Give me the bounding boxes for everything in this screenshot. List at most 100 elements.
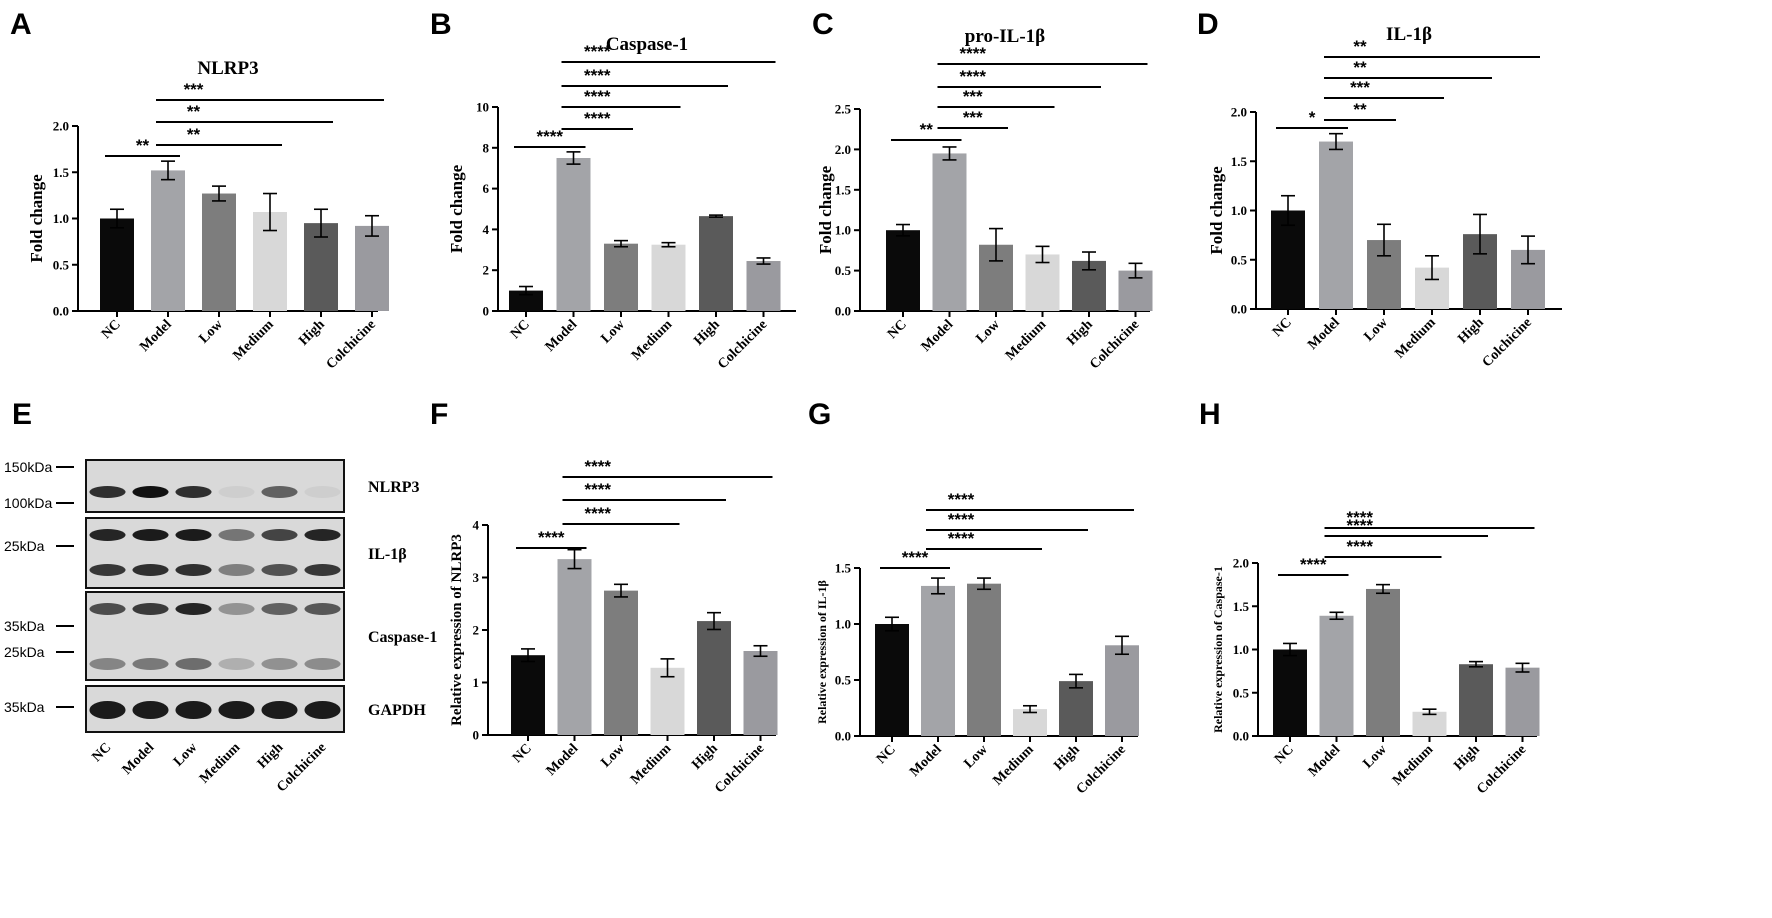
category-label: Model bbox=[1306, 742, 1344, 780]
blot-membrane bbox=[85, 517, 345, 589]
category-label: Medium bbox=[990, 742, 1037, 789]
y-tick-label: 1.0 bbox=[53, 211, 69, 226]
category-label: NC bbox=[874, 742, 899, 767]
y-tick-label: 2.0 bbox=[835, 142, 851, 157]
category-label: Colchicine bbox=[324, 317, 379, 372]
y-tick-label: 1.0 bbox=[1231, 203, 1247, 218]
category-label: NC bbox=[99, 317, 124, 342]
blot-band bbox=[304, 529, 341, 541]
bar-medium bbox=[1013, 709, 1047, 736]
significance-label: ** bbox=[1353, 58, 1367, 77]
chart-title: pro-IL-1β bbox=[965, 26, 1045, 47]
y-axis-label: Fold change bbox=[816, 165, 835, 254]
significance-label: **** bbox=[1300, 555, 1327, 574]
panel-letter: F bbox=[430, 398, 448, 431]
significance-label: **** bbox=[584, 109, 611, 128]
blot-band bbox=[218, 701, 255, 719]
significance-label: *** bbox=[184, 80, 204, 99]
blot-band bbox=[304, 486, 341, 498]
panel-letter: H bbox=[1199, 398, 1221, 431]
y-axis-label: Relative expression of NLRP3 bbox=[449, 534, 465, 726]
blot-band bbox=[261, 658, 298, 670]
y-tick-label: 1.5 bbox=[53, 165, 70, 180]
blot-marker-label: 35kDa bbox=[4, 618, 45, 634]
category-label: High bbox=[691, 317, 723, 349]
chart-title: Caspase-1 bbox=[606, 34, 688, 55]
bar-high bbox=[699, 216, 733, 311]
significance-label: **** bbox=[585, 480, 612, 499]
blot-marker-label: 25kDa bbox=[4, 644, 45, 660]
blot-band bbox=[304, 658, 341, 670]
category-label: Model bbox=[544, 741, 582, 779]
bar-model bbox=[932, 153, 967, 311]
y-axis-label: Fold change bbox=[1207, 166, 1226, 255]
blot-band bbox=[261, 564, 298, 576]
blot-band bbox=[89, 529, 126, 541]
significance-label: **** bbox=[1347, 516, 1374, 535]
blot-band bbox=[132, 564, 169, 576]
chart-title: IL-1β bbox=[1386, 24, 1432, 45]
y-tick-label: 1.5 bbox=[1231, 154, 1248, 169]
y-tick-label: 0.0 bbox=[1231, 302, 1247, 317]
significance-label: ** bbox=[187, 125, 201, 144]
blot-band bbox=[218, 603, 255, 615]
y-tick-label: 0.5 bbox=[1231, 252, 1248, 267]
bar-model bbox=[151, 170, 185, 311]
category-label: Medium bbox=[1392, 315, 1439, 362]
bar-nc bbox=[100, 218, 134, 311]
bar-nc bbox=[511, 655, 545, 735]
y-tick-label: 8 bbox=[483, 140, 490, 155]
blot-membrane bbox=[85, 685, 345, 733]
chart-title: NLRP3 bbox=[197, 58, 258, 79]
category-label: Model bbox=[1305, 315, 1343, 353]
significance-label: **** bbox=[960, 67, 987, 86]
bar-colchicine bbox=[746, 261, 781, 311]
y-tick-label: 0 bbox=[483, 304, 490, 319]
bar-model bbox=[921, 585, 955, 736]
blot-band bbox=[218, 486, 255, 498]
y-tick-label: 2 bbox=[473, 623, 480, 638]
significance-label: **** bbox=[948, 490, 975, 509]
y-axis-label: Relative expression of Caspase-1 bbox=[1211, 566, 1225, 733]
blot-marker-label: 100kDa bbox=[4, 495, 52, 511]
panel-letter: C bbox=[812, 8, 834, 41]
bar-low bbox=[604, 590, 638, 735]
blot-band bbox=[132, 658, 169, 670]
bar-low bbox=[967, 583, 1001, 736]
blot-membrane bbox=[85, 591, 345, 681]
blot-marker-label: 35kDa bbox=[4, 699, 45, 715]
blot-lane-label: High bbox=[255, 740, 287, 772]
category-label: Model bbox=[919, 317, 957, 355]
y-tick-label: 0.5 bbox=[1233, 685, 1250, 700]
bar-model bbox=[557, 559, 592, 735]
bar-model bbox=[1319, 141, 1353, 309]
bar-nc bbox=[1273, 649, 1307, 736]
blot-lane-label: NC bbox=[89, 740, 114, 765]
blot-band bbox=[175, 486, 212, 498]
category-label: NC bbox=[1272, 742, 1297, 767]
y-tick-label: 0.5 bbox=[53, 257, 70, 272]
bar-medium bbox=[1025, 254, 1060, 311]
blot-band bbox=[132, 486, 169, 498]
bar-colchicine bbox=[743, 651, 778, 735]
significance-label: **** bbox=[584, 42, 611, 61]
panel-letter: G bbox=[808, 398, 831, 431]
y-tick-label: 2.0 bbox=[1233, 556, 1249, 571]
category-label: Low bbox=[599, 317, 629, 347]
bar-model bbox=[556, 158, 591, 311]
blot-band bbox=[175, 529, 212, 541]
blot-lane-label: Model bbox=[120, 740, 158, 778]
bar-high bbox=[1459, 664, 1493, 736]
blot-band bbox=[132, 529, 169, 541]
y-tick-label: 0.5 bbox=[835, 263, 852, 278]
y-tick-label: 2.0 bbox=[1231, 105, 1247, 120]
category-label: Model bbox=[907, 742, 945, 780]
bar-nc bbox=[509, 290, 543, 311]
category-label: Model bbox=[137, 317, 175, 355]
bar-nc bbox=[886, 230, 920, 311]
category-label: Medium bbox=[629, 317, 676, 364]
blot-protein-label: IL-1β bbox=[368, 546, 407, 563]
blot-band bbox=[175, 658, 212, 670]
bar-low bbox=[1366, 588, 1400, 736]
category-label: Medium bbox=[1003, 317, 1050, 364]
